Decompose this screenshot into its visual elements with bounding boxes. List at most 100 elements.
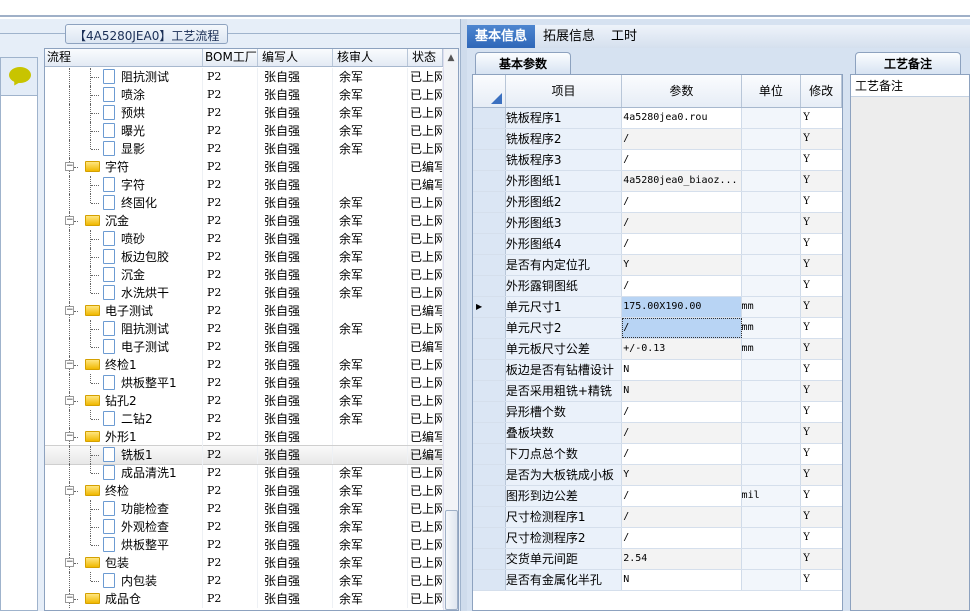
tree-row[interactable]: − 外形1 P2 张自强 已编写 <box>45 428 443 446</box>
cell-param[interactable]: / <box>622 318 742 338</box>
col-header-writer[interactable]: 编写人 <box>258 49 333 66</box>
tree-row[interactable]: 显影 P2 张自强 余军 已上网 <box>45 140 443 158</box>
col-header-param[interactable]: 参数 <box>622 75 742 107</box>
collapse-icon[interactable]: − <box>65 215 74 225</box>
cell-modify[interactable]: Y <box>801 381 842 401</box>
param-row[interactable]: 下刀点总个数 / Y <box>473 444 842 465</box>
tree-row[interactable]: 水洗烘干 P2 张自强 余军 已上网 <box>45 284 443 302</box>
row-header[interactable] <box>473 444 506 464</box>
col-header-unit[interactable]: 单位 <box>742 75 802 107</box>
cell-modify[interactable]: Y <box>801 465 842 485</box>
tree-row[interactable]: 烘板整平 P2 张自强 余军 已上网 <box>45 536 443 554</box>
cell-param[interactable]: N <box>622 570 742 590</box>
cell-param[interactable]: / <box>622 150 742 170</box>
tree-row[interactable]: 曝光 P2 张自强 余军 已上网 <box>45 122 443 140</box>
cell-modify[interactable]: Y <box>801 549 842 569</box>
param-row[interactable]: 外形露铜图纸 / Y <box>473 276 842 297</box>
cell-param[interactable]: 2.54 <box>622 549 742 569</box>
param-row[interactable]: 外形图纸2/ Y <box>473 192 842 213</box>
cell-unit[interactable]: mil <box>741 486 802 506</box>
cell-param[interactable]: / <box>622 213 742 233</box>
tree-row[interactable]: 沉金 P2 张自强 余军 已上网 <box>45 266 443 284</box>
cell-unit[interactable] <box>741 444 802 464</box>
cell-param[interactable]: 175.00X190.00 <box>622 297 742 317</box>
col-header-item[interactable]: 项目 <box>506 75 623 107</box>
cell-param[interactable]: / <box>622 192 742 212</box>
cell-modify[interactable]: Y <box>801 423 842 443</box>
cell-unit[interactable] <box>741 507 802 527</box>
row-header[interactable] <box>473 171 506 191</box>
tab-work-hours[interactable]: 工时 <box>611 29 638 44</box>
cell-param[interactable]: +/-0.13 <box>622 339 742 359</box>
tree-row[interactable]: − 沉金 P2 张自强 余军 已上网 <box>45 212 443 230</box>
param-row[interactable]: 异形槽个数 / Y <box>473 402 842 423</box>
comment-bubble-icon[interactable] <box>9 67 31 83</box>
col-header-reviewer[interactable]: 核审人 <box>333 49 408 66</box>
cell-item[interactable]: 外形图纸1 <box>505 171 623 191</box>
cell-modify[interactable]: Y <box>801 129 842 149</box>
collapse-icon[interactable]: − <box>65 431 74 441</box>
tree-row[interactable]: 铣板1 P2 张自强 已编写 <box>45 445 444 465</box>
tree-row[interactable]: 预烘 P2 张自强 余军 已上网 <box>45 104 443 122</box>
cell-unit[interactable] <box>741 213 802 233</box>
panel-splitter[interactable] <box>461 19 467 611</box>
row-header[interactable] <box>473 318 506 338</box>
collapse-icon[interactable]: − <box>65 359 74 369</box>
cell-unit[interactable] <box>741 465 802 485</box>
cell-modify[interactable]: Y <box>803 322 810 333</box>
tree-row[interactable]: 内包装 P2 张自强 余军 已上网 <box>45 572 443 590</box>
tree-row[interactable]: 二钻2 P2 张自强 余军 已上网 <box>45 410 443 428</box>
cell-unit[interactable] <box>741 570 802 590</box>
cell-item[interactable]: 尺寸检测程序2 <box>505 528 623 548</box>
tree-row[interactable]: 阻抗测试 P2 张自强 余军 已上网 <box>45 320 443 338</box>
tree-row[interactable]: − 终检1 P2 张自强 余军 已上网 <box>45 356 443 374</box>
row-header[interactable] <box>473 423 506 443</box>
tree-row[interactable]: 字符 P2 张自强 已编写 <box>45 176 443 194</box>
param-row[interactable]: 板边是否有钻槽设计 N Y <box>473 360 842 381</box>
param-row[interactable]: 单元尺寸2/mm Y <box>473 318 842 339</box>
col-header-status[interactable]: 状态 <box>408 49 443 66</box>
param-row[interactable]: 叠板块数 / Y <box>473 423 842 444</box>
cell-modify[interactable]: Y <box>803 280 810 291</box>
cell-unit[interactable] <box>741 402 802 422</box>
row-header[interactable] <box>473 255 506 275</box>
param-row[interactable]: 铣板程序3/ Y <box>473 150 842 171</box>
collapse-icon[interactable]: − <box>65 161 74 171</box>
cell-item[interactable]: 图形到边公差 <box>505 486 623 506</box>
cell-unit[interactable] <box>741 108 802 128</box>
row-header[interactable] <box>473 276 506 296</box>
cell-param[interactable]: / <box>622 129 742 149</box>
cell-modify[interactable]: Y <box>803 112 810 123</box>
cell-modify[interactable]: Y <box>803 406 810 417</box>
cell-modify[interactable]: Y <box>803 196 810 207</box>
cell-modify[interactable]: Y <box>801 339 842 359</box>
cell-unit[interactable] <box>741 381 802 401</box>
tree-row[interactable]: 烘板整平1 P2 张自强 余军 已上网 <box>45 374 443 392</box>
cell-item[interactable]: 叠板块数 <box>505 423 623 443</box>
cell-unit[interactable] <box>741 276 802 296</box>
param-row[interactable]: 是否为大板铣成小板 Y Y <box>473 465 842 486</box>
col-header-bom[interactable]: BOM工厂 <box>205 49 258 66</box>
cell-modify[interactable]: Y <box>801 213 842 233</box>
tree-row[interactable]: 喷砂 P2 张自强 余军 已上网 <box>45 230 443 248</box>
cell-param[interactable]: / <box>622 234 742 254</box>
cell-modify[interactable]: Y <box>803 448 810 459</box>
cell-param[interactable]: Y <box>622 255 742 275</box>
row-header[interactable] <box>473 192 506 212</box>
tab-process-notes[interactable]: 工艺备注 <box>855 52 961 74</box>
cell-item[interactable]: 外形图纸4 <box>505 234 623 254</box>
param-row[interactable]: 交货单元间距 2.54 Y <box>473 549 842 570</box>
cell-param[interactable]: / <box>622 276 742 296</box>
cell-modify[interactable]: Y <box>801 507 842 527</box>
scroll-thumb[interactable] <box>445 510 458 610</box>
cell-unit[interactable] <box>741 150 802 170</box>
collapse-icon[interactable]: − <box>65 593 74 603</box>
cell-unit[interactable]: mm <box>741 297 802 317</box>
row-header[interactable] <box>473 507 506 527</box>
cell-item[interactable]: 外形露铜图纸 <box>505 276 623 296</box>
cell-unit[interactable] <box>741 360 802 380</box>
tree-row[interactable]: − 字符 P2 张自强 已编写 <box>45 158 443 176</box>
tree-row[interactable]: 阻抗测试 P2 张自强 余军 已上网 <box>45 68 443 86</box>
row-header[interactable] <box>473 150 506 170</box>
param-row[interactable]: 外形图纸4/ Y <box>473 234 842 255</box>
